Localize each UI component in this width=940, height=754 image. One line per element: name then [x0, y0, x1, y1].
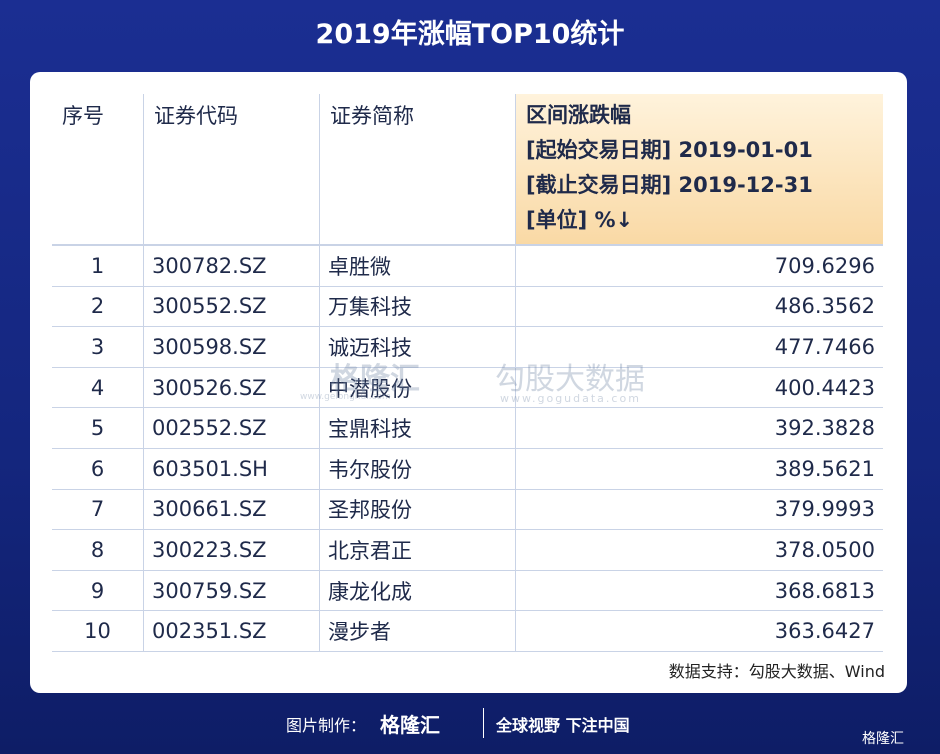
cell: 300552.SZ: [143, 286, 320, 328]
cell: 5: [52, 407, 144, 449]
cell: 10: [52, 610, 144, 652]
column-header: 证券简称: [319, 94, 516, 246]
cell: 漫步者: [319, 610, 516, 652]
cell: 9: [52, 570, 144, 612]
cell: 486.3562: [515, 286, 883, 328]
cell: 300759.SZ: [143, 570, 320, 612]
column-header: 序号: [52, 94, 144, 246]
corner-logo: 格隆汇: [862, 731, 904, 747]
range-header: 区间涨跌幅 [起始交易日期] 2019-01-01 [截止交易日期] 2019-12…: [515, 94, 883, 246]
cell: 002351.SZ: [143, 610, 320, 652]
cell: 北京君正: [319, 529, 516, 571]
card: 序号 证券代码 证券简称 区间涨跌幅 [起始交易日期] 2019-01-01 [截止交易日…: [30, 72, 907, 693]
cell: 中潜股份: [319, 367, 516, 409]
cell: 宝鼎科技: [319, 407, 516, 449]
cell: 8: [52, 529, 144, 571]
logo: 格隆汇: [380, 713, 440, 737]
cell: 300782.SZ: [143, 245, 320, 287]
cell: 300661.SZ: [143, 489, 320, 531]
cell: 圣邦股份: [319, 489, 516, 531]
column-header: 证券代码: [143, 94, 320, 246]
cell: 300526.SZ: [143, 367, 320, 409]
cell: 378.0500: [515, 529, 883, 571]
cell: 379.9993: [515, 489, 883, 531]
range-header-line: 区间涨跌幅: [526, 103, 631, 127]
cell: 477.7466: [515, 326, 883, 368]
cell: 392.3828: [515, 407, 883, 449]
range-header-line: [单位] %↓: [526, 208, 634, 232]
cell: 康龙化成: [319, 570, 516, 612]
table-row: 5 002552.SZ 宝鼎科技 392.3828: [52, 407, 883, 449]
cell: 卓胜微: [319, 245, 516, 287]
range-header-line: [起始交易日期] 2019-01-01: [526, 138, 813, 162]
made-by: 图片制作：: [286, 716, 367, 735]
table-row: 3 300598.SZ 诚迈科技 477.7466: [52, 326, 883, 368]
cell: 4: [52, 367, 144, 409]
cell: 6: [52, 448, 144, 490]
header-row: 序号 证券代码 证券简称 区间涨跌幅 [起始交易日期] 2019-01-01 [截止交易日…: [52, 94, 883, 246]
cell: 韦尔股份: [319, 448, 516, 490]
slogan: 全球视野 下注中国: [496, 716, 630, 735]
title: 2019年涨幅TOP10统计: [315, 19, 625, 50]
range-header-line: [截止交易日期] 2019-12-31: [526, 173, 813, 197]
table-row: 9 300759.SZ 康龙化成 368.6813: [52, 570, 883, 612]
cell: 3: [52, 326, 144, 368]
table-row: 2 300552.SZ 万集科技 486.3562: [52, 286, 883, 328]
divider: [483, 708, 484, 738]
table-row: 10 002351.SZ 漫步者 363.6427: [52, 610, 883, 652]
cell: 400.4423: [515, 367, 883, 409]
watermark-data-url: www.gogudata.com: [500, 392, 641, 405]
table-row: 6 603501.SH 韦尔股份 389.5621: [52, 448, 883, 490]
cell: 诚迈科技: [319, 326, 516, 368]
cell: 709.6296: [515, 245, 883, 287]
cell: 2: [52, 286, 144, 328]
cell: 363.6427: [515, 610, 883, 652]
cell: 002552.SZ: [143, 407, 320, 449]
table: 序号 证券代码 证券简称 区间涨跌幅 [起始交易日期] 2019-01-01 [截止交易日…: [52, 94, 883, 652]
source: 数据支持：勾股大数据、Wind: [668, 662, 885, 681]
cell: 7: [52, 489, 144, 531]
watermark-data: 勾股大数据: [495, 362, 645, 397]
cell: 300223.SZ: [143, 529, 320, 571]
table-body: 1 300782.SZ 卓胜微 709.6296 2 300552.SZ 万集科技 486.3…: [52, 245, 883, 652]
table-row: 8 300223.SZ 北京君正 378.0500: [52, 529, 883, 571]
cell: 389.5621: [515, 448, 883, 490]
cell: 1: [52, 245, 144, 287]
watermark-brand: 格隆汇: [330, 362, 420, 397]
cell: 603501.SH: [143, 448, 320, 490]
cell: 300598.SZ: [143, 326, 320, 368]
cell: 万集科技: [319, 286, 516, 328]
cell: 368.6813: [515, 570, 883, 612]
table-row: 1 300782.SZ 卓胜微 709.6296: [52, 245, 883, 287]
table-row: 7 300661.SZ 圣邦股份 379.9993: [52, 489, 883, 531]
watermark-brand-url: www.gelonghui.com: [300, 392, 391, 402]
table-row: 4 300526.SZ 中潜股份 400.4423: [52, 367, 883, 409]
